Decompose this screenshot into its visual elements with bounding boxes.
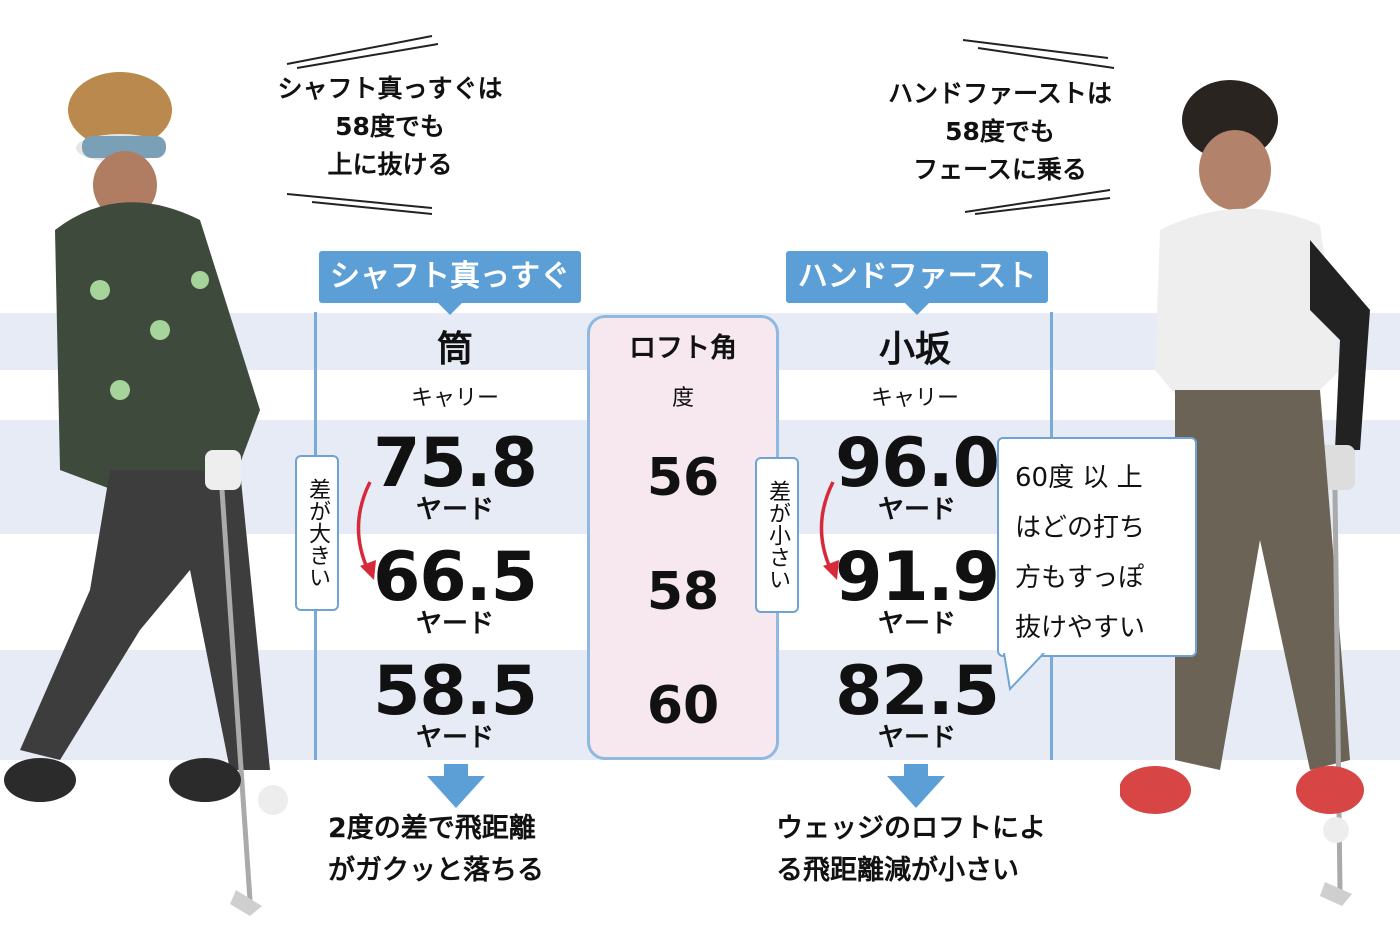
right-conclusion: ウェッジのロフトによ る飛距離減が小さい	[776, 808, 1076, 892]
golfer-left-illustration	[4, 72, 288, 916]
right-quote-lines-bottom	[964, 189, 1111, 215]
right-down-arrow-icon	[887, 764, 945, 808]
right-yard-58: ヤード	[877, 609, 956, 639]
right-carry-label: キャリー	[870, 386, 959, 411]
left-carry-label: キャリー	[410, 386, 499, 411]
left-yard-60: ヤード	[415, 723, 494, 753]
right-carry-60: 82.5	[835, 652, 1000, 731]
right-quote-line-3: フェースに乗る	[913, 155, 1087, 184]
left-yard-58: ヤード	[415, 609, 494, 639]
bubble-line-2: はどの打ち	[1015, 513, 1146, 543]
golfer-right-illustration	[1120, 80, 1370, 906]
left-quote-line-3: 上に抜ける	[327, 150, 453, 179]
right-quote: ハンドファーストは 58度でも フェースに乗る	[870, 75, 1130, 189]
left-conclusion: 2度の差で飛距離 がガクッと落ちる	[328, 808, 588, 892]
left-quote: シャフト真っすぐは 58度でも 上に抜ける	[270, 70, 510, 184]
left-diff-label: 差が大きい	[295, 455, 339, 611]
right-yard-60: ヤード	[877, 723, 956, 753]
left-tag: シャフト真っすぐ	[319, 251, 581, 315]
loft-panel	[587, 315, 779, 760]
right-quote-line-1: ハンドファーストは	[888, 79, 1112, 108]
right-yard-56: ヤード	[877, 495, 956, 525]
left-quote-line-1: シャフト真っすぐは	[277, 74, 503, 103]
right-conclusion-line-2: る飛距離減が小さい	[776, 855, 1019, 886]
right-carry-56: 96.0	[835, 424, 1000, 503]
bubble-line-4: 抜けやすい	[1015, 613, 1146, 643]
loft-56: 56	[646, 448, 720, 508]
left-carry-60: 58.5	[373, 652, 538, 731]
right-quote-lines-top	[962, 39, 1115, 69]
left-quote-lines-top	[286, 35, 439, 69]
right-red-arrow-icon	[819, 481, 839, 580]
left-quote-line-2: 58度でも	[335, 112, 445, 141]
right-conclusion-line-1: ウェッジのロフトによ	[776, 813, 1046, 844]
speech-bubble-tail	[1003, 653, 1045, 692]
right-diff-label: 差が小さい	[755, 457, 799, 613]
left-player-name: 筒	[436, 329, 473, 370]
right-tag: ハンドファースト	[786, 251, 1048, 315]
left-carry-58: 66.5	[373, 538, 538, 617]
loft-60: 60	[646, 676, 720, 736]
left-carry-56: 75.8	[373, 424, 538, 503]
left-yard-56: ヤード	[415, 495, 494, 525]
speech-bubble: 60度 以 上 はどの打ち 方もすっぽ 抜けやすい	[997, 437, 1197, 657]
left-down-arrow-icon	[427, 764, 485, 808]
left-red-arrow-icon	[356, 481, 376, 580]
left-quote-lines-bottom	[286, 193, 433, 215]
left-conclusion-line-1: 2度の差で飛距離	[328, 813, 536, 844]
left-conclusion-line-2: がガクッと落ちる	[328, 855, 544, 886]
right-carry-58: 91.9	[835, 538, 1000, 617]
loft-title: ロフト角	[629, 333, 737, 364]
loft-58: 58	[646, 562, 720, 622]
bubble-line-1: 60度 以 上	[1015, 463, 1143, 493]
right-player-name: 小坂	[878, 329, 951, 370]
loft-unit-label: 度	[671, 386, 694, 411]
bubble-line-3: 方もすっぽ	[1015, 563, 1144, 593]
right-quote-line-2: 58度でも	[945, 117, 1055, 146]
